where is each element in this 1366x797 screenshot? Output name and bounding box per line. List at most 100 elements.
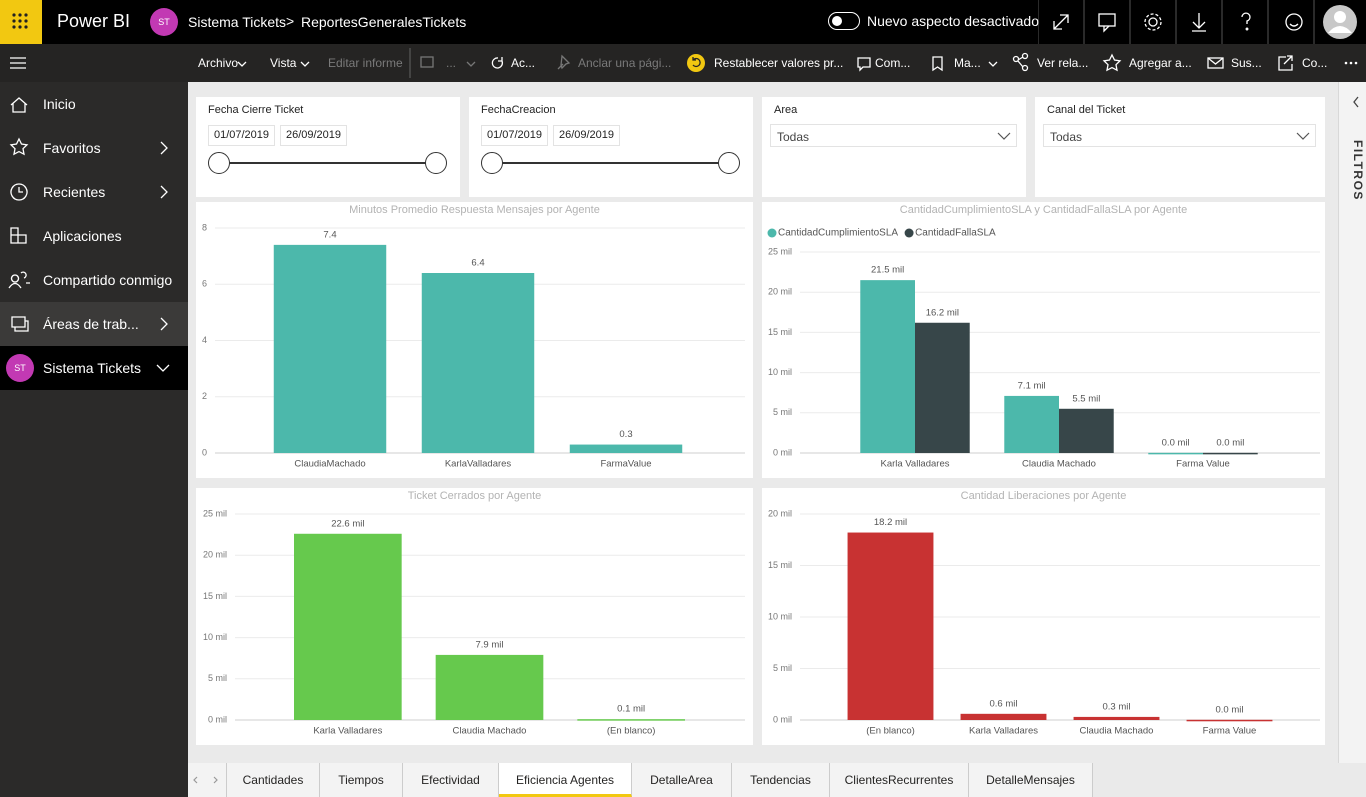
date-slicer: Fecha Cierre Ticket 01/07/2019 26/09/2019 bbox=[196, 97, 460, 197]
chart-title: Ticket Cerrados por Agente bbox=[408, 490, 542, 502]
y-tick-label: 4 bbox=[202, 335, 207, 345]
app-launcher[interactable] bbox=[0, 0, 42, 44]
data-label: 0.6 mil bbox=[990, 698, 1018, 709]
bar bbox=[1148, 452, 1203, 455]
x-tick-label: Farma Value bbox=[1203, 726, 1257, 737]
dropdown[interactable]: Todas bbox=[770, 124, 1017, 147]
toolbar-icons bbox=[10, 48, 1358, 78]
chevron bbox=[160, 317, 168, 331]
nav-item[interactable]: Áreas de trab... bbox=[0, 302, 188, 346]
y-tick-label: 15 mil bbox=[768, 327, 792, 337]
slicer-title: Area bbox=[774, 104, 798, 116]
bar bbox=[1073, 716, 1160, 720]
page-tab[interactable]: DetalleArea bbox=[632, 763, 732, 797]
toolbar-item[interactable]: Vista bbox=[270, 56, 297, 70]
page-tab[interactable]: Cantidades bbox=[227, 763, 320, 797]
breadcrumb-separator: > bbox=[286, 13, 295, 29]
toolbar-item[interactable]: Com... bbox=[875, 56, 911, 70]
workspace-badge: ST bbox=[6, 354, 34, 382]
y-tick-label: 8 bbox=[202, 222, 207, 232]
x-tick-label: Karla Valladares bbox=[313, 726, 382, 737]
toolbar-item[interactable]: Agregar a... bbox=[1129, 56, 1192, 70]
nav-item[interactable]: Aplicaciones bbox=[0, 214, 188, 258]
data-label: 7.1 mil bbox=[1018, 380, 1046, 391]
chart: Minutos Promedio Respuesta Mensajes por … bbox=[202, 204, 745, 470]
nav-item[interactable]: Compartido conmigo bbox=[0, 258, 188, 302]
data-label: 21.5 mil bbox=[871, 265, 904, 276]
bar bbox=[1059, 408, 1114, 453]
bar bbox=[847, 532, 934, 720]
page-tab[interactable]: Efectividad bbox=[403, 763, 499, 797]
page-tab[interactable]: Tiempos bbox=[320, 763, 403, 797]
legend-label: CantidadFallaSLA bbox=[915, 228, 996, 239]
date-input[interactable]: 26/09/2019 bbox=[553, 125, 620, 146]
toolbar-item[interactable]: Ver rela... bbox=[1037, 56, 1089, 70]
slider-track bbox=[493, 162, 732, 164]
data-label: 22.6 mil bbox=[331, 518, 364, 529]
toggle-label: Nuevo aspecto desactivado bbox=[867, 13, 1039, 29]
y-tick-label: 10 mil bbox=[203, 632, 227, 642]
toolbar-item[interactable]: Archivo bbox=[198, 56, 239, 70]
page-tab[interactable]: Eficiencia Agentes bbox=[499, 763, 632, 797]
y-tick-label: 15 mil bbox=[203, 591, 227, 601]
nav-item[interactable]: Sistema Tickets ST bbox=[0, 346, 188, 390]
nav-label: Áreas de trab... bbox=[43, 316, 139, 332]
icon-shape bbox=[10, 227, 27, 244]
collapse-icon[interactable] bbox=[1339, 82, 1366, 122]
header-icons bbox=[1038, 0, 1357, 44]
y-tick-label: 15 mil bbox=[768, 560, 792, 570]
y-tick-label: 0 mil bbox=[773, 447, 792, 457]
toggle[interactable] bbox=[828, 12, 860, 30]
nav-item[interactable]: Inicio bbox=[0, 82, 188, 126]
bar bbox=[1203, 452, 1258, 455]
bar bbox=[569, 444, 683, 453]
page-tab[interactable]: Tendencias bbox=[732, 763, 830, 797]
nav-label: Recientes bbox=[43, 184, 106, 200]
toolbar-item: Editar informe bbox=[328, 56, 403, 70]
date-input[interactable]: 26/09/2019 bbox=[280, 125, 347, 146]
nav-label: Inicio bbox=[43, 96, 76, 112]
slider-handle[interactable] bbox=[481, 152, 503, 174]
dropdown[interactable]: Todas bbox=[1043, 124, 1316, 147]
slider-handle[interactable] bbox=[208, 152, 230, 174]
slider-handle[interactable] bbox=[425, 152, 447, 174]
toolbar-item[interactable]: Ac... bbox=[511, 56, 536, 70]
slicer-title: FechaCreacion bbox=[481, 104, 556, 116]
nav-label: Compartido conmigo bbox=[43, 272, 173, 288]
page-tab[interactable]: DetalleMensajes bbox=[969, 763, 1093, 797]
y-tick-label: 0 mil bbox=[208, 714, 227, 724]
date-input[interactable]: 01/07/2019 bbox=[208, 125, 275, 146]
toolbar-item[interactable]: Ma... bbox=[954, 56, 981, 70]
slicer-title: Canal del Ticket bbox=[1047, 104, 1126, 116]
chart-card: CantidadCumplimientoSLA y CantidadFallaS… bbox=[762, 202, 1325, 478]
y-tick-label: 20 mil bbox=[768, 287, 792, 297]
y-tick-label: 10 mil bbox=[768, 367, 792, 377]
x-tick-label: (En blanco) bbox=[866, 726, 915, 737]
date-input[interactable]: 01/07/2019 bbox=[481, 125, 548, 146]
chart: Cantidad Liberaciones por Agente 0 mil 5 m… bbox=[768, 490, 1320, 737]
filters-label[interactable]: FILTROS bbox=[1351, 140, 1365, 201]
chart: Ticket Cerrados por Agente 0 mil 5 mil 10 m… bbox=[203, 490, 745, 737]
chevron bbox=[1296, 132, 1310, 140]
data-label: 0.0 mil bbox=[1216, 437, 1244, 448]
report-name: ReportesGeneralesTickets bbox=[301, 14, 467, 30]
bar bbox=[294, 533, 402, 720]
nav-item[interactable]: Favoritos bbox=[0, 126, 188, 170]
chart-title: Minutos Promedio Respuesta Mensajes por … bbox=[349, 204, 600, 216]
bar bbox=[1004, 395, 1059, 453]
toolbar-item[interactable]: Co... bbox=[1302, 56, 1328, 70]
nav-label: Sistema Tickets bbox=[43, 360, 142, 376]
filters-pane[interactable]: FILTROS bbox=[1338, 82, 1366, 763]
date-slicer: FechaCreacion 01/07/2019 26/09/2019 bbox=[469, 97, 753, 197]
toolbar-item[interactable]: Restablecer valores pr... bbox=[714, 56, 844, 70]
page-tab[interactable]: ClientesRecurrentes bbox=[830, 763, 969, 797]
dropdown-slicer: Area Todas bbox=[762, 97, 1026, 197]
toolbar-item[interactable]: Sus... bbox=[1231, 56, 1262, 70]
tab-nav[interactable] bbox=[188, 763, 227, 797]
slider-handle[interactable] bbox=[718, 152, 740, 174]
nav-item[interactable]: Recientes bbox=[0, 170, 188, 214]
workspace-link[interactable]: Sistema Tickets bbox=[188, 14, 287, 30]
icon-shape bbox=[10, 183, 28, 201]
chevron bbox=[160, 141, 168, 155]
